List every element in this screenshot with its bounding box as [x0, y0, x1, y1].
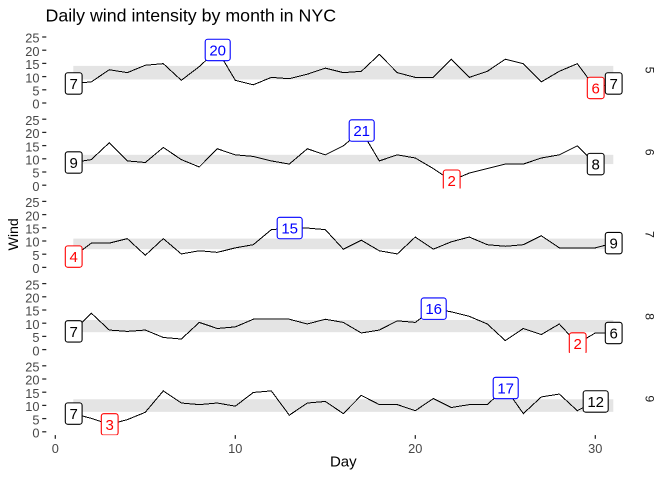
svg-text:5: 5	[32, 166, 39, 181]
svg-text:15: 15	[281, 221, 298, 238]
svg-text:0: 0	[32, 343, 39, 358]
svg-text:7: 7	[610, 76, 618, 93]
svg-text:0: 0	[32, 261, 39, 276]
svg-text:5: 5	[32, 248, 39, 263]
svg-text:12: 12	[587, 394, 604, 411]
svg-text:20: 20	[408, 441, 422, 456]
svg-text:6: 6	[643, 149, 657, 156]
svg-text:20: 20	[25, 290, 39, 305]
svg-text:7: 7	[70, 406, 78, 423]
svg-text:8: 8	[592, 157, 600, 174]
svg-text:0: 0	[32, 179, 39, 194]
svg-text:25: 25	[25, 113, 39, 128]
svg-text:15: 15	[25, 57, 39, 72]
svg-text:Wind: Wind	[6, 218, 22, 250]
svg-text:15: 15	[25, 304, 39, 319]
svg-text:25: 25	[25, 31, 39, 46]
svg-text:20: 20	[25, 208, 39, 223]
svg-text:17: 17	[497, 380, 514, 397]
svg-text:20: 20	[25, 126, 39, 141]
svg-text:30: 30	[588, 441, 602, 456]
svg-text:7: 7	[643, 231, 657, 238]
svg-text:0: 0	[32, 425, 39, 440]
svg-text:25: 25	[25, 359, 39, 374]
svg-text:8: 8	[643, 313, 657, 320]
svg-text:7: 7	[70, 324, 78, 341]
svg-text:Daily wind intensity by month: Daily wind intensity by month in NYC	[46, 6, 337, 26]
svg-text:9: 9	[610, 236, 618, 253]
svg-text:9: 9	[643, 395, 657, 402]
svg-text:20: 20	[25, 44, 39, 59]
svg-text:20: 20	[209, 42, 226, 59]
svg-text:5: 5	[643, 67, 657, 74]
svg-text:10: 10	[25, 70, 39, 85]
svg-text:21: 21	[353, 123, 370, 140]
svg-text:10: 10	[25, 152, 39, 167]
svg-text:16: 16	[425, 301, 442, 318]
svg-text:15: 15	[25, 386, 39, 401]
svg-text:25: 25	[25, 195, 39, 210]
svg-text:6: 6	[592, 80, 600, 97]
svg-text:5: 5	[32, 83, 39, 98]
svg-text:5: 5	[32, 412, 39, 427]
svg-text:5: 5	[32, 330, 39, 345]
svg-text:4: 4	[70, 249, 78, 266]
svg-text:10: 10	[25, 235, 39, 250]
svg-text:15: 15	[25, 139, 39, 154]
svg-text:6: 6	[610, 325, 618, 342]
svg-text:9: 9	[70, 155, 78, 172]
svg-text:3: 3	[106, 417, 114, 434]
svg-text:Day: Day	[330, 453, 357, 470]
svg-text:0: 0	[32, 97, 39, 112]
svg-text:20: 20	[25, 373, 39, 388]
svg-text:15: 15	[25, 221, 39, 236]
svg-text:10: 10	[25, 399, 39, 414]
svg-text:10: 10	[228, 441, 242, 456]
svg-text:2: 2	[574, 336, 582, 353]
svg-text:0: 0	[52, 441, 59, 456]
svg-text:25: 25	[25, 277, 39, 292]
svg-text:10: 10	[25, 317, 39, 332]
svg-text:7: 7	[70, 76, 78, 93]
svg-text:2: 2	[448, 173, 456, 190]
